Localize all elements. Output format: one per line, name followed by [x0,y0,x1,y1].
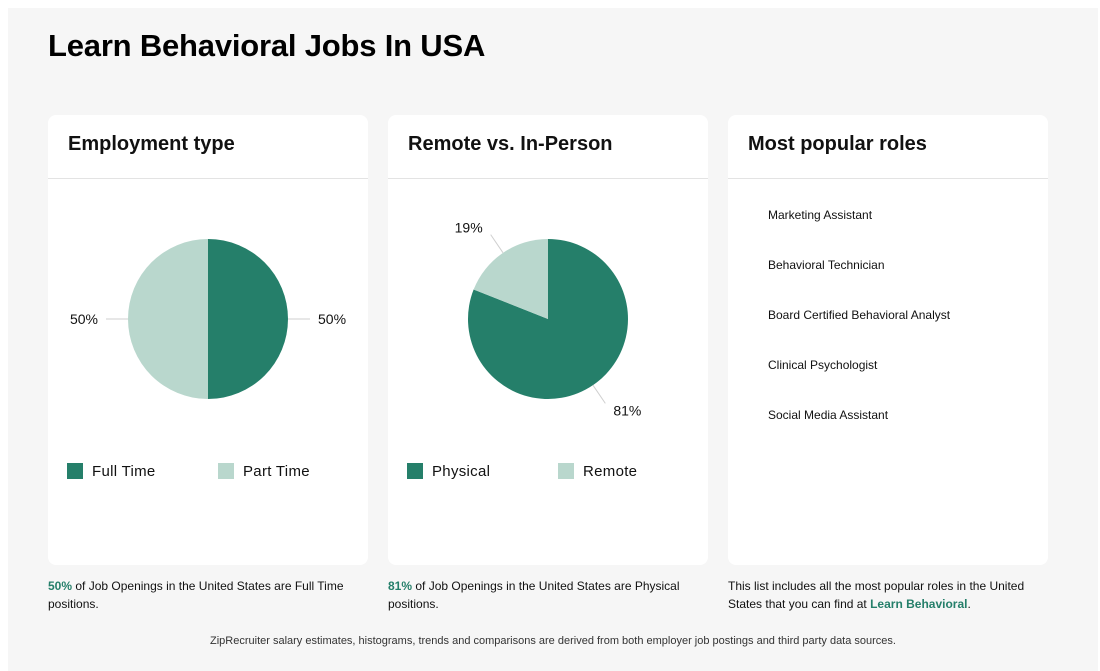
employment-type-caption: 50% of Job Openings in the United States… [48,577,368,613]
legend-label-part-time: Part Time [243,462,310,480]
legend-swatch-remote [558,463,574,479]
remote-data-label-physical: 81% [613,402,641,418]
remote-caption-text: of Job Openings in the United States are… [388,579,680,611]
most-popular-roles-card: Most popular roles Marketing Assistant B… [728,115,1048,565]
employment-data-label-full-time: 50% [318,311,346,327]
role-item[interactable]: Board Certified Behavioral Analyst [768,308,951,322]
footer-disclaimer: ZipRecruiter salary estimates, histogram… [210,635,896,647]
employment-type-title: Employment type [68,133,235,155]
remote-leader-line-remote [490,234,504,254]
employment-caption-text: of Job Openings in the United States are… [48,579,344,611]
card-divider [728,178,1048,179]
employment-data-label-part-time: 50% [70,311,98,327]
remote-slice-remote [473,239,548,319]
role-item[interactable]: Behavioral Technician [768,258,885,272]
roles-caption: This list includes all the most popular … [728,577,1048,613]
legend-label-remote: Remote [583,462,638,480]
legend-label-physical: Physical [432,462,491,480]
legend-swatch-full-time [67,463,83,479]
remote-vs-in-person-card: Remote vs. In-Person 81% 19% Physical Rem… [388,115,708,565]
legend-swatch-part-time [218,463,234,479]
legend-physical: Physical [407,461,490,481]
employment-type-card: Employment type 50% 50% Full Time Part Ti… [48,115,368,565]
most-popular-roles-title: Most popular roles [748,133,927,155]
page-title: Learn Behavioral Jobs In USA [48,28,486,63]
card-divider [388,178,708,179]
employment-slice-part-time [128,239,208,399]
roles-caption-text: This list includes all the most popular … [728,579,1025,611]
legend-label-full-time: Full Time [92,462,156,480]
role-item[interactable]: Social Media Assistant [768,408,889,422]
remote-vs-in-person-title: Remote vs. In-Person [408,133,613,155]
remote-data-label-remote: 19% [455,220,483,236]
employment-type-pie-chart: 50% 50% [70,239,346,399]
employment-slice-full-time [208,239,288,399]
legend-swatch-physical [407,463,423,479]
legend-part-time: Part Time [218,461,310,481]
page: Learn Behavioral Jobs In USA Employment … [8,8,1098,671]
learn-behavioral-link[interactable]: Learn Behavioral [870,597,968,611]
remote-leader-line-physical [592,384,606,404]
legend-full-time: Full Time [67,461,156,481]
roles-list: Marketing Assistant Behavioral Technicia… [768,208,950,458]
remote-caption-value: 81% [388,579,413,593]
role-item[interactable]: Clinical Psychologist [768,358,878,372]
employment-caption-value: 50% [48,579,73,593]
card-divider [48,178,368,179]
remote-vs-in-person-pie-chart: 81% 19% [455,220,642,419]
legend-remote: Remote [558,461,637,481]
role-item[interactable]: Marketing Assistant [768,208,873,222]
remote-caption: 81% of Job Openings in the United States… [388,577,708,613]
roles-caption-end: . [967,597,971,611]
remote-slice-physical [468,239,629,399]
